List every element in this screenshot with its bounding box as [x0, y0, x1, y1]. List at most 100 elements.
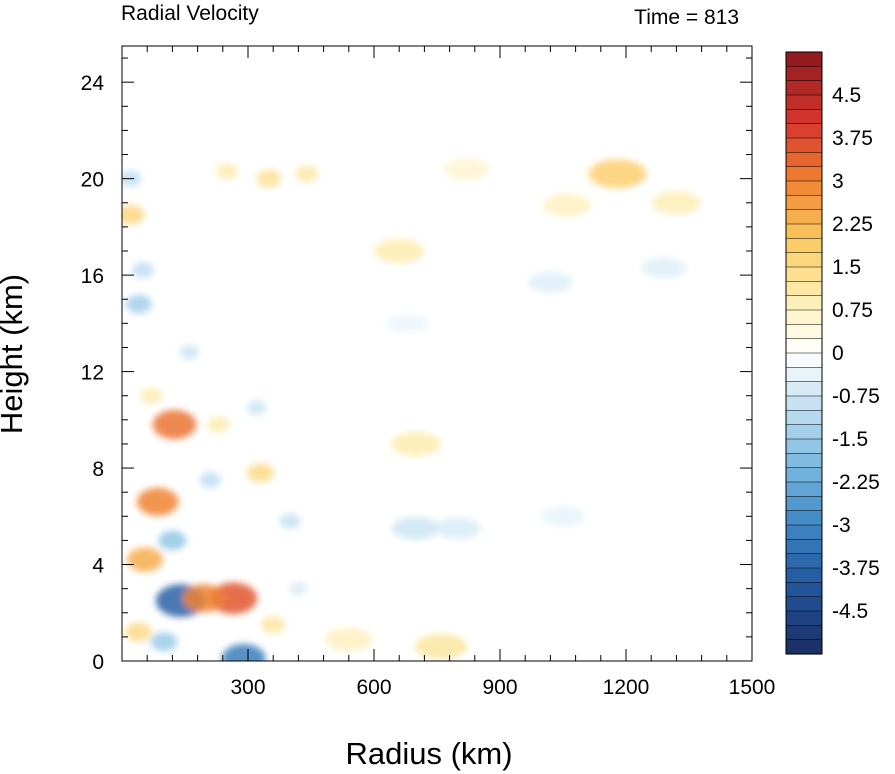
colorbar-bin	[785, 266, 823, 282]
colorbar-bin	[785, 481, 823, 497]
velocity-cell	[182, 584, 225, 613]
colorbar-bin	[785, 553, 823, 569]
colorbar-bin	[785, 338, 823, 354]
colorbar-tick-label: 3	[832, 170, 844, 193]
velocity-field	[122, 158, 701, 661]
colorbar-bin	[785, 223, 823, 239]
colorbar-bin	[785, 539, 823, 555]
colorbar-bin	[785, 252, 823, 268]
colorbar-tick-label: 0	[832, 342, 844, 365]
plot-area-background	[122, 46, 752, 661]
colorbar-tick-label: -4.5	[832, 600, 868, 623]
velocity-cell	[140, 387, 163, 404]
colorbar-bin	[785, 410, 823, 426]
velocity-cell	[289, 581, 308, 596]
colorbar-tick-label: 0.75	[832, 299, 873, 322]
y-axis-label: Height (km)	[0, 274, 29, 434]
colorbar-bin	[785, 352, 823, 368]
velocity-cell	[541, 506, 585, 527]
colorbar-bin	[785, 438, 823, 454]
velocity-cell	[122, 205, 145, 225]
velocity-cell	[415, 633, 468, 660]
colorbar-bin	[785, 467, 823, 483]
colorbar-tick-label: 3.75	[832, 127, 873, 150]
colorbar-bin	[785, 524, 823, 540]
colorbar-bin	[785, 295, 823, 311]
velocity-cell	[527, 271, 573, 293]
y-tick-label: 0	[92, 651, 104, 674]
velocity-cell	[125, 294, 152, 314]
colorbar-tick-label: 2.25	[832, 213, 873, 236]
velocity-cell	[391, 431, 441, 456]
colorbar-bin	[785, 309, 823, 325]
colorbar-bin	[785, 180, 823, 196]
colorbar-bin	[785, 639, 823, 655]
colorbar-tick-label: -3	[832, 514, 851, 537]
velocity-cell	[374, 239, 425, 263]
velocity-cell	[588, 159, 647, 189]
colorbar-tick-label: 1.5	[832, 256, 861, 279]
velocity-cell	[247, 463, 275, 483]
velocity-cell	[179, 344, 200, 360]
colorbar-bin	[785, 324, 823, 340]
colorbar-bin	[785, 625, 823, 641]
colorbar-tick-label: -3.75	[832, 557, 880, 580]
colorbar-bin	[785, 109, 823, 125]
velocity-cell	[158, 530, 187, 551]
colorbar-tick-label: -1.5	[832, 428, 868, 451]
velocity-cell	[386, 313, 430, 334]
plot-frame	[121, 45, 753, 662]
y-tick-label: 4	[92, 555, 104, 578]
velocity-cell	[641, 257, 687, 279]
velocity-cell	[199, 472, 222, 489]
colorbar-bin	[785, 567, 823, 583]
colorbar-bin	[785, 596, 823, 612]
colorbar-bin	[785, 51, 823, 67]
y-tick-label: 20	[81, 169, 104, 192]
colorbar-bin	[785, 395, 823, 411]
velocity-cell	[651, 191, 701, 215]
colorbar-bin	[785, 80, 823, 96]
velocity-cell	[209, 582, 258, 615]
colorbar-bin	[785, 94, 823, 110]
velocity-cell	[392, 517, 440, 540]
velocity-cell	[261, 616, 286, 634]
colorbar-tick-label: 4.5	[832, 84, 861, 107]
x-tick-label: 1500	[729, 676, 776, 699]
colorbar-bin	[785, 367, 823, 383]
velocity-cell	[443, 158, 490, 180]
colorbar-bin	[785, 496, 823, 512]
y-tick-label: 8	[92, 458, 104, 481]
velocity-cell	[132, 262, 154, 279]
velocity-cell	[152, 410, 197, 440]
velocity-cell	[207, 416, 230, 433]
x-tick-label: 1200	[603, 676, 650, 699]
x-tick-label: 300	[230, 676, 265, 699]
x-tick-label: 600	[356, 676, 391, 699]
y-tick-label: 24	[81, 72, 105, 95]
velocity-cell	[150, 632, 178, 652]
y-tick-label: 16	[81, 265, 104, 288]
velocity-cell	[136, 487, 179, 516]
velocity-cell	[221, 644, 266, 661]
colorbar-bin	[785, 137, 823, 153]
colorbar-bin	[785, 610, 823, 626]
colorbar-bin	[785, 238, 823, 254]
colorbar-bin	[785, 209, 823, 225]
colorbar-tick-label: -2.25	[832, 471, 880, 494]
velocity-cell	[435, 517, 481, 540]
colorbar-bin	[785, 582, 823, 598]
colorbar-tick-label: -0.75	[832, 385, 880, 408]
colorbar: 4.5 3.75 3 2.25 1.5 0.75 0 -0.75 -1.5 -2.25 -3 -3.7…	[785, 51, 880, 655]
colorbar-bin	[785, 453, 823, 469]
colorbar-bin	[785, 510, 823, 526]
y-tick-label: 12	[81, 362, 104, 385]
colorbar-bin	[785, 123, 823, 139]
velocity-cell	[246, 400, 267, 416]
x-axis-label: Radius (km)	[345, 736, 512, 771]
velocity-cell	[324, 627, 373, 651]
colorbar-bin	[785, 381, 823, 397]
colorbar-bin	[785, 195, 823, 211]
colorbar-bin	[785, 66, 823, 82]
chart-title-right: Time = 813	[634, 6, 739, 29]
